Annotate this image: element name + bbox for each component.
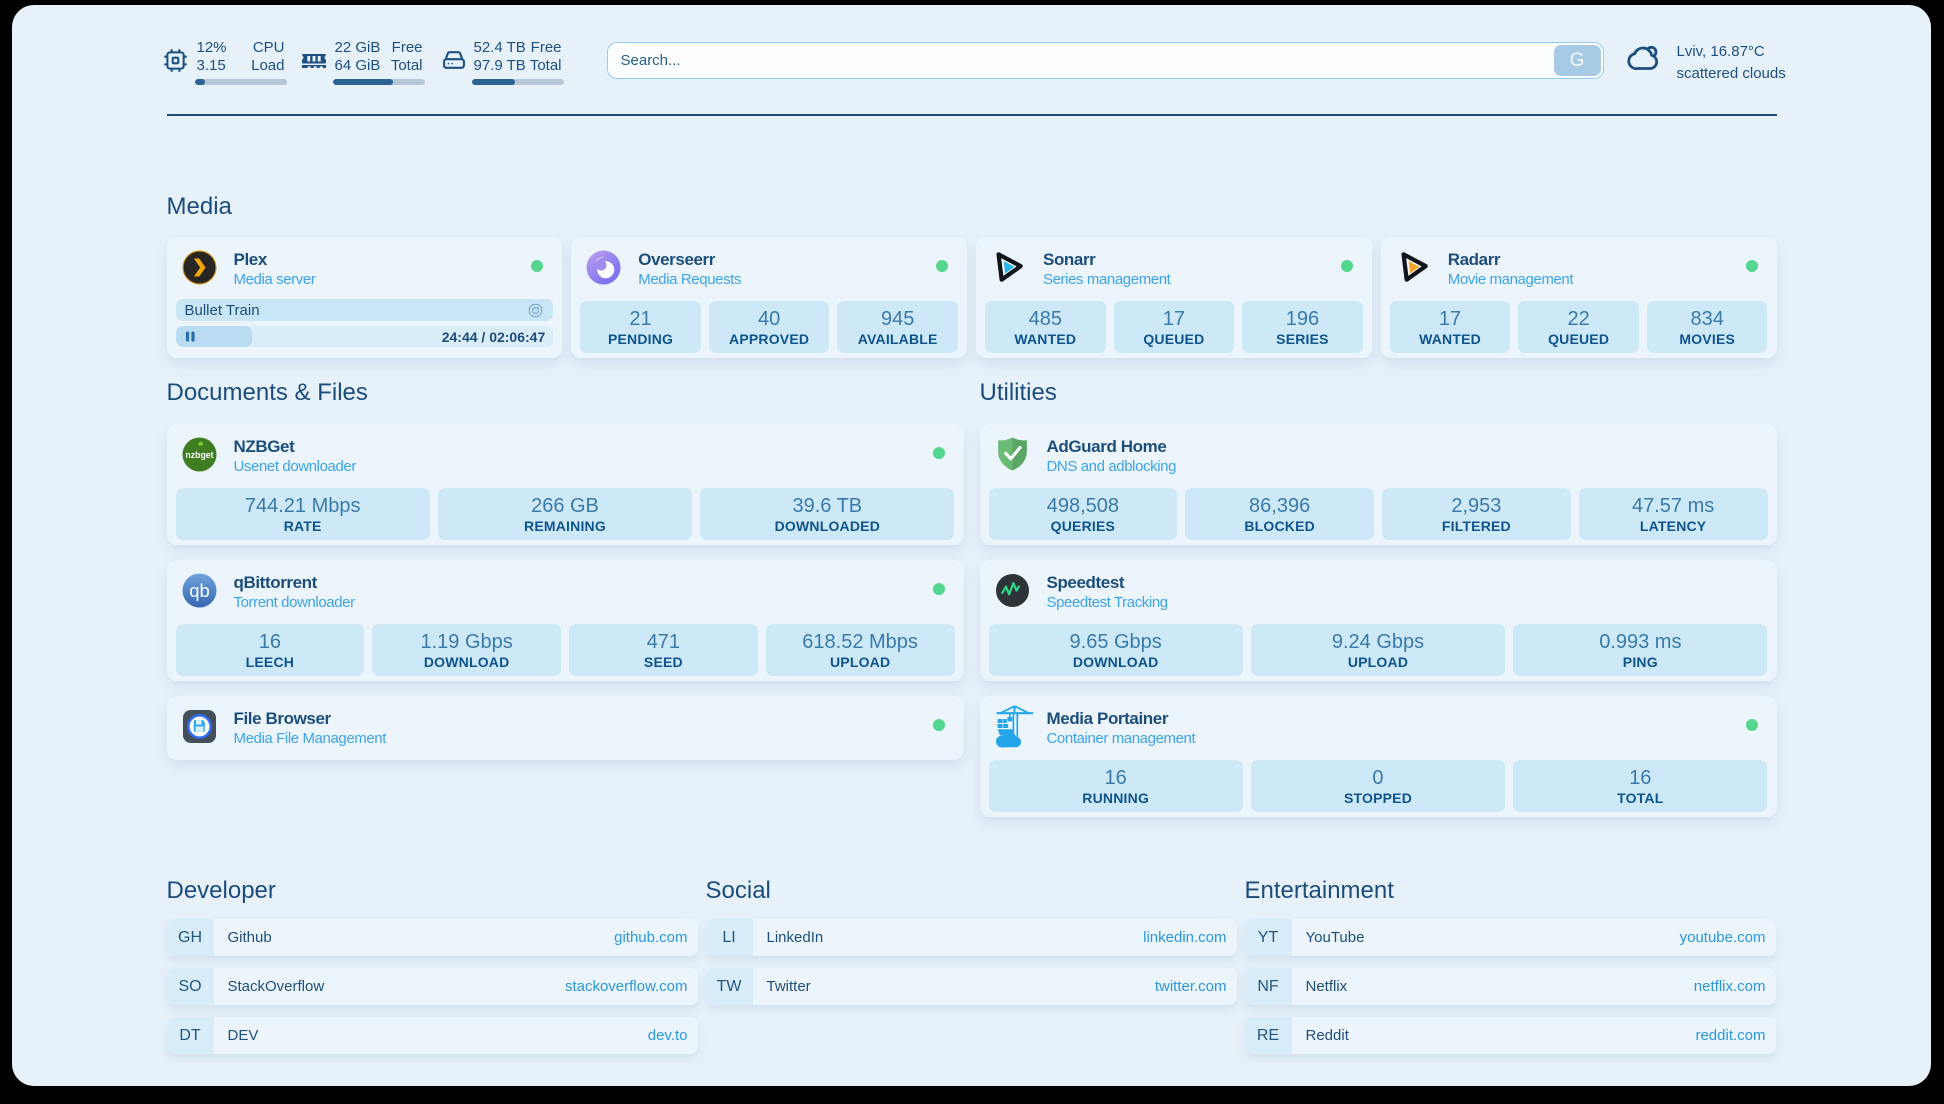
svg-text:nzbget: nzbget (185, 450, 213, 460)
svg-text:qb: qb (189, 580, 210, 601)
